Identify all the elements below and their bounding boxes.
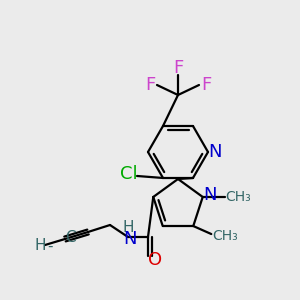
Text: N: N: [123, 230, 137, 248]
Text: C: C: [65, 230, 75, 244]
Text: F: F: [173, 59, 183, 77]
Text: CH₃: CH₃: [212, 229, 238, 243]
Text: CH₃: CH₃: [225, 190, 250, 204]
Text: H: H: [122, 220, 134, 235]
Text: F: F: [201, 76, 211, 94]
Text: N: N: [203, 186, 217, 204]
Text: O: O: [148, 251, 162, 269]
Text: -: -: [47, 238, 53, 253]
Text: F: F: [145, 76, 155, 94]
Text: H: H: [34, 238, 46, 253]
Text: Cl: Cl: [120, 165, 138, 183]
Text: N: N: [208, 143, 222, 161]
